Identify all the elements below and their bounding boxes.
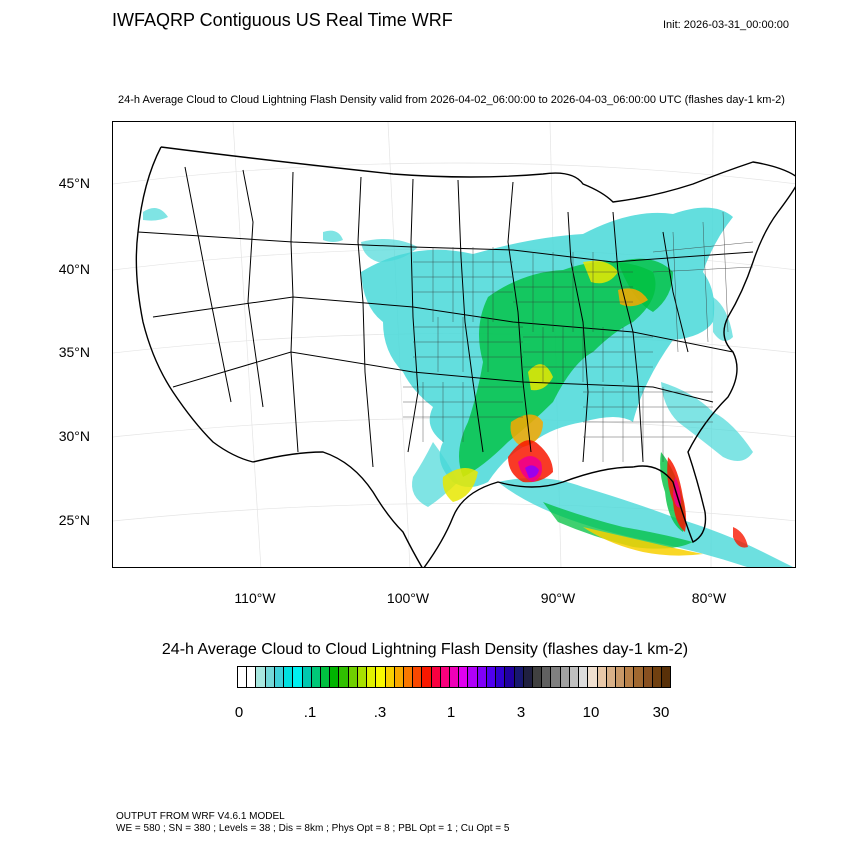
lat-label-40: 40°N: [58, 261, 90, 277]
colorbar-swatch: [523, 667, 533, 687]
colorbar: [237, 666, 671, 688]
lat-label-25: 25°N: [58, 512, 90, 528]
colorbar-tick-label: 1: [446, 704, 456, 721]
colorbar-swatch: [634, 667, 644, 687]
colorbar-tick-label: 10: [582, 704, 600, 721]
init-time-label: Init: 2026-03-31_00:00:00: [663, 19, 789, 31]
lon-label-110w: 110°W: [234, 590, 276, 606]
colorbar-swatch: [265, 667, 275, 687]
lat-label-30: 30°N: [58, 428, 90, 444]
colorbar-swatch: [311, 667, 321, 687]
colorbar-swatch: [662, 667, 671, 687]
colorbar-swatch: [302, 667, 312, 687]
lon-label-90w: 90°W: [540, 590, 576, 606]
colorbar-swatch: [468, 667, 478, 687]
colorbar-swatch: [339, 667, 349, 687]
colorbar-swatch: [514, 667, 524, 687]
colorbar-swatch: [394, 667, 404, 687]
page-title: IWFAQRP Contiguous US Real Time WRF: [112, 10, 453, 30]
colorbar-swatch: [320, 667, 331, 687]
lon-label-100w: 100°W: [386, 590, 430, 606]
colorbar-swatch: [403, 667, 414, 687]
lon-label-80w: 80°W: [691, 590, 727, 606]
colorbar-swatch: [357, 667, 368, 687]
colorbar-swatch: [247, 667, 257, 687]
colorbar-swatch: [330, 667, 340, 687]
colorbar-swatch: [477, 667, 487, 687]
lightning-density-field: [143, 207, 793, 567]
colorbar-swatch: [256, 667, 266, 687]
graticule: [113, 122, 795, 567]
colorbar-swatch: [597, 667, 607, 687]
colorbar-swatch: [348, 667, 358, 687]
colorbar-swatch: [459, 667, 469, 687]
colorbar-swatch: [238, 667, 248, 687]
map-frame: [112, 121, 796, 568]
colorbar-swatch: [496, 667, 506, 687]
colorbar-tick-label: 3: [516, 704, 526, 721]
colorbar-swatch: [533, 667, 543, 687]
colorbar-swatch: [440, 667, 451, 687]
colorbar-swatch: [569, 667, 580, 687]
colorbar-tick-label: .3: [373, 704, 387, 721]
model-info-line1: OUTPUT FROM WRF V4.6.1 MODEL: [116, 811, 285, 822]
colorbar-swatch: [542, 667, 552, 687]
colorbar-swatch: [431, 667, 441, 687]
colorbar-swatch: [606, 667, 616, 687]
colorbar-swatch: [293, 667, 303, 687]
colorbar-tick-label: .1: [303, 704, 317, 721]
map-subtitle: 24-h Average Cloud to Cloud Lightning Fl…: [118, 94, 785, 106]
lightning-map: [113, 122, 795, 567]
colorbar-swatch: [615, 667, 626, 687]
colorbar-tick-label: 30: [652, 704, 670, 721]
colorbar-swatch: [560, 667, 570, 687]
colorbar-title: 24-h Average Cloud to Cloud Lightning Fl…: [161, 641, 689, 658]
colorbar-swatch: [551, 667, 561, 687]
lat-label-35: 35°N: [58, 344, 90, 360]
colorbar-swatch: [486, 667, 497, 687]
colorbar-swatch: [450, 667, 460, 687]
colorbar-swatch: [367, 667, 377, 687]
lat-label-45: 45°N: [58, 175, 90, 191]
colorbar-swatch: [422, 667, 432, 687]
colorbar-swatch: [274, 667, 285, 687]
colorbar-swatch: [588, 667, 598, 687]
colorbar-swatch: [376, 667, 386, 687]
boundaries: [135, 146, 795, 567]
colorbar-swatch: [505, 667, 515, 687]
colorbar-swatch: [385, 667, 395, 687]
colorbar-tick-label: 0: [234, 704, 244, 721]
colorbar-swatch: [625, 667, 635, 687]
model-info-line2: WE = 580 ; SN = 380 ; Levels = 38 ; Dis …: [116, 823, 510, 834]
colorbar-swatch: [284, 667, 294, 687]
colorbar-swatch: [652, 667, 663, 687]
colorbar-swatch: [643, 667, 653, 687]
colorbar-swatch: [579, 667, 589, 687]
colorbar-swatch: [413, 667, 423, 687]
